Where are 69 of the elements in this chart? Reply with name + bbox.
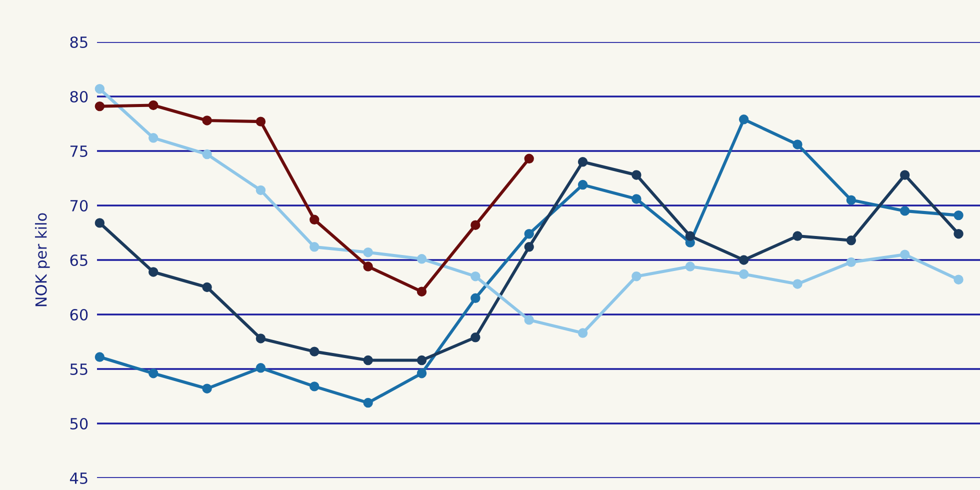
point [954, 274, 964, 284]
point [363, 262, 373, 272]
point [900, 170, 910, 180]
point [524, 228, 534, 239]
point [416, 286, 427, 296]
point [202, 149, 212, 160]
y-tick-label: 50 [70, 418, 88, 430]
point [685, 231, 695, 241]
point [310, 242, 320, 252]
point [738, 255, 749, 265]
y-tick-label: 70 [70, 200, 88, 212]
point [470, 220, 480, 230]
point [685, 262, 695, 272]
point [632, 170, 642, 180]
y-tick-label: 55 [70, 364, 88, 376]
point [202, 384, 212, 394]
point [792, 140, 802, 150]
y-tick-label: 80 [70, 90, 88, 103]
point [738, 269, 749, 280]
point [363, 355, 373, 366]
point [632, 271, 642, 282]
y-tick-label: 85 [70, 36, 88, 48]
point [470, 271, 480, 282]
point [470, 332, 480, 342]
point [94, 84, 105, 94]
point [846, 257, 856, 268]
point [524, 154, 534, 164]
y-tick-label: 75 [70, 146, 88, 158]
point [900, 250, 910, 260]
point [310, 346, 320, 356]
point [954, 210, 964, 220]
point [148, 267, 158, 277]
point [202, 282, 212, 292]
point [416, 254, 427, 264]
point [632, 194, 642, 204]
point [148, 133, 158, 143]
point [363, 398, 373, 408]
point [954, 228, 964, 239]
point [94, 101, 105, 112]
point [792, 231, 802, 241]
point [148, 368, 158, 378]
point [94, 218, 105, 228]
point [416, 368, 427, 378]
point [310, 214, 320, 225]
point [256, 334, 266, 344]
y-tick-label: 45 [70, 472, 88, 484]
point [524, 242, 534, 252]
point [524, 315, 534, 325]
point [578, 328, 588, 338]
point [738, 114, 749, 124]
point [363, 248, 373, 258]
point [256, 185, 266, 196]
point [578, 180, 588, 190]
point [578, 157, 588, 167]
point [310, 382, 320, 392]
y-tick-label: 60 [70, 308, 88, 321]
point [846, 236, 856, 246]
point [148, 100, 158, 110]
point [470, 293, 480, 304]
point [202, 116, 212, 126]
point [256, 116, 266, 126]
point [416, 355, 427, 366]
y-axis-title: NOK per kilo [34, 213, 50, 306]
point [256, 363, 266, 373]
point [846, 195, 856, 205]
point [900, 206, 910, 216]
y-tick-label: 65 [70, 254, 88, 266]
point [94, 352, 105, 362]
point [792, 279, 802, 289]
